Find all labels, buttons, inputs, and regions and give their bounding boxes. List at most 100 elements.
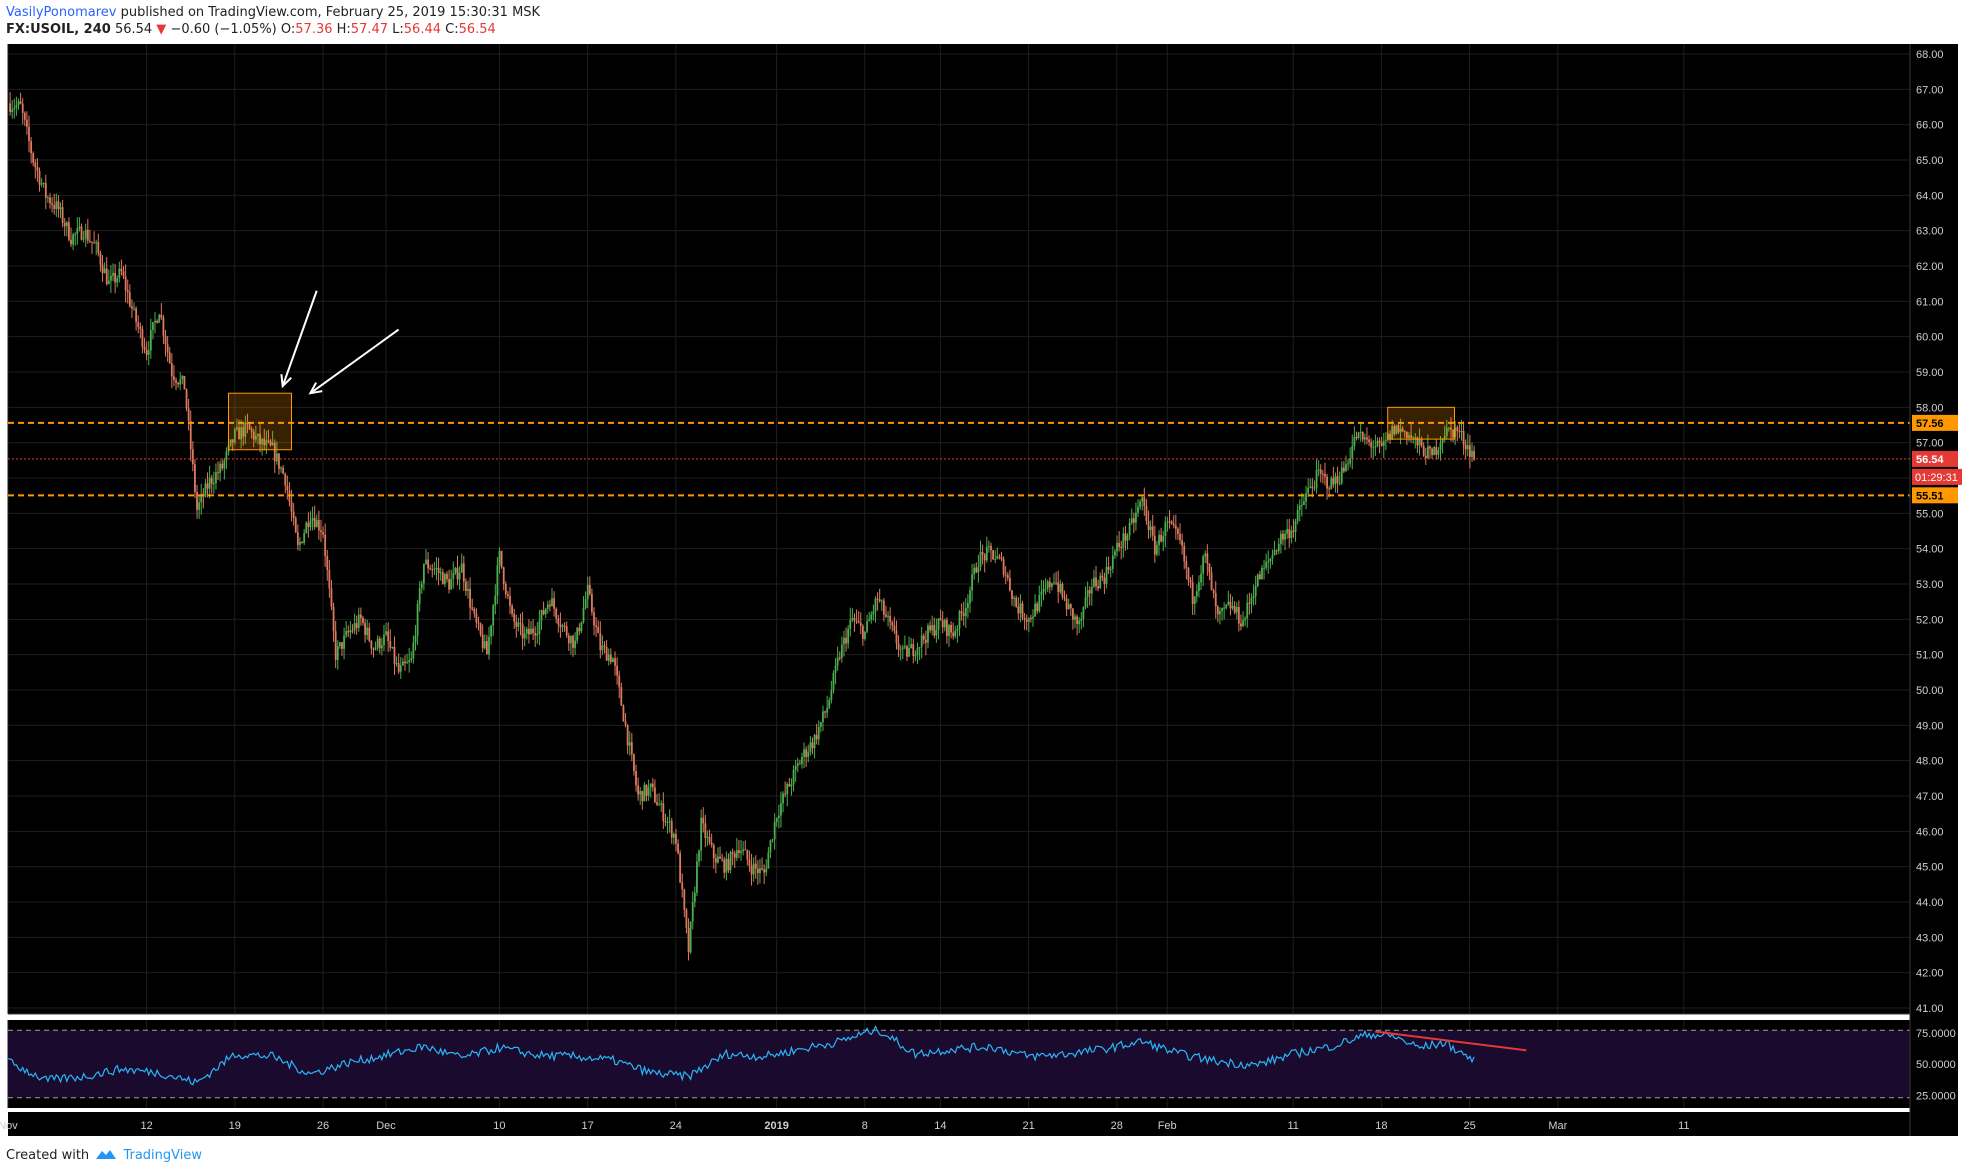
candle-body bbox=[334, 631, 337, 660]
candle-body bbox=[914, 655, 917, 657]
candle-body bbox=[729, 852, 732, 871]
candle-body bbox=[105, 268, 108, 285]
candle-body bbox=[1332, 478, 1335, 485]
ohlc-legend: FX:USOIL, 240 56.54 ▼ −0.60 (−1.05%) O:5… bbox=[6, 21, 496, 38]
candle-body bbox=[570, 635, 572, 644]
candle-body bbox=[168, 352, 171, 364]
candle-body bbox=[233, 429, 236, 443]
candle-body bbox=[840, 644, 843, 659]
candle-body bbox=[263, 439, 266, 446]
candle-body bbox=[987, 545, 990, 547]
candle-body bbox=[198, 502, 201, 510]
y-tick-label: 58.00 bbox=[1916, 402, 1944, 414]
candle-body bbox=[551, 598, 553, 607]
candle-body bbox=[1038, 594, 1041, 612]
candle-body bbox=[557, 618, 560, 625]
candle-body bbox=[225, 451, 228, 461]
candle-body bbox=[162, 317, 165, 336]
candle-body bbox=[1374, 446, 1377, 448]
candle-body bbox=[500, 550, 503, 568]
candle-body bbox=[681, 882, 684, 890]
candle-body bbox=[179, 379, 182, 385]
candle-body bbox=[717, 856, 719, 863]
candle-body bbox=[252, 431, 255, 440]
candle-body bbox=[1030, 618, 1032, 620]
candle-body bbox=[933, 625, 936, 636]
candle-body bbox=[1378, 440, 1381, 443]
candle-body bbox=[420, 583, 423, 589]
candle-body bbox=[164, 335, 167, 345]
candle-body bbox=[1111, 555, 1114, 569]
candle-body bbox=[393, 647, 396, 664]
candle-body bbox=[1286, 529, 1289, 534]
candle-body bbox=[194, 464, 196, 492]
candle-body bbox=[1019, 603, 1022, 614]
candle-body bbox=[643, 784, 646, 802]
candle-body bbox=[1305, 493, 1307, 502]
candle-body bbox=[542, 610, 545, 615]
candle-body bbox=[708, 836, 711, 843]
symbol-label[interactable]: FX:USOIL, 240 bbox=[6, 22, 111, 37]
candle-body bbox=[330, 588, 333, 607]
author-link[interactable]: VasilyPonomarev bbox=[6, 5, 117, 20]
candle-body bbox=[1034, 603, 1037, 617]
candle-body bbox=[378, 638, 381, 649]
candle-body bbox=[523, 633, 526, 639]
candle-body bbox=[849, 619, 852, 629]
candle-body bbox=[952, 632, 955, 637]
y-tick-label: 51.00 bbox=[1916, 650, 1944, 662]
price-change: −0.60 (−1.05%) bbox=[170, 22, 277, 37]
candle-body bbox=[1221, 607, 1223, 612]
candle-body bbox=[897, 643, 900, 650]
candle-body bbox=[509, 596, 511, 606]
highlight-rectangle bbox=[228, 392, 292, 451]
candle-body bbox=[217, 472, 219, 474]
candle-body bbox=[975, 567, 978, 573]
candle-body bbox=[441, 572, 444, 585]
candle-body bbox=[498, 550, 501, 566]
candle-body bbox=[1168, 521, 1171, 523]
tradingview-brand-link[interactable]: TradingView bbox=[123, 1148, 202, 1163]
candle-body bbox=[1363, 437, 1366, 440]
candle-body bbox=[819, 722, 822, 727]
chart-header: VasilyPonomarev published on TradingView… bbox=[6, 4, 540, 21]
open-label: O: bbox=[280, 22, 296, 37]
candle-body bbox=[347, 631, 350, 633]
candle-body bbox=[128, 292, 131, 307]
candle-body bbox=[1191, 582, 1194, 605]
candle-body bbox=[603, 645, 606, 647]
y-tick-label: 59.00 bbox=[1916, 367, 1944, 379]
candle-body bbox=[1124, 533, 1127, 541]
countdown-box bbox=[1912, 468, 1962, 485]
candle-body bbox=[175, 379, 177, 383]
candle-body bbox=[1193, 596, 1196, 605]
candle-body bbox=[591, 594, 593, 613]
candle-body bbox=[17, 101, 20, 106]
candle-body bbox=[74, 233, 77, 235]
candle-body bbox=[1015, 597, 1018, 607]
candle-body bbox=[620, 687, 623, 706]
candle-body bbox=[721, 858, 724, 860]
candle-body bbox=[876, 598, 879, 600]
candle-body bbox=[872, 611, 875, 615]
candle-body bbox=[618, 675, 621, 688]
candle-body bbox=[1097, 585, 1100, 589]
candle-body bbox=[939, 618, 942, 621]
x-tick-label: 10 bbox=[493, 1120, 505, 1132]
candle-body bbox=[110, 275, 112, 281]
candle-body bbox=[1103, 577, 1106, 584]
candle-body bbox=[626, 724, 629, 746]
candle-body bbox=[366, 627, 369, 635]
candle-body bbox=[343, 635, 345, 649]
candle-body bbox=[26, 119, 28, 127]
candle-body bbox=[187, 408, 190, 421]
candle-body bbox=[336, 645, 339, 660]
candle-body bbox=[528, 628, 530, 635]
candle-body bbox=[763, 869, 766, 873]
x-tick-label: 25 bbox=[1463, 1120, 1475, 1132]
y-tick-label: 60.00 bbox=[1916, 332, 1944, 344]
candle-body bbox=[200, 494, 203, 503]
candle-body bbox=[782, 793, 784, 804]
candle-body bbox=[1412, 437, 1415, 439]
